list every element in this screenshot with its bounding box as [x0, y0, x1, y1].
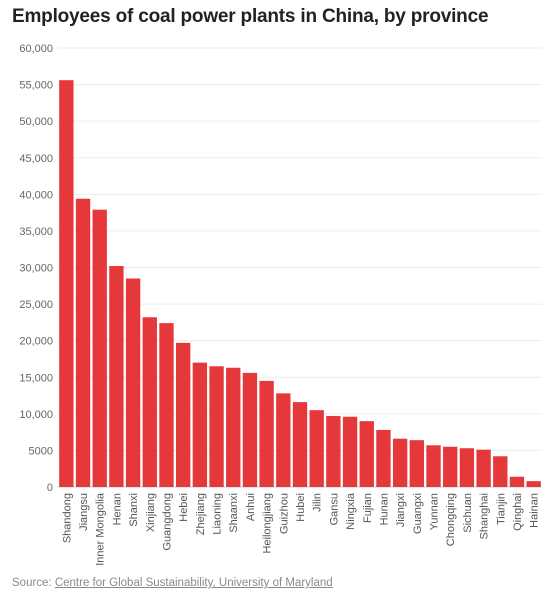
y-tick-label: 5000 — [29, 445, 53, 457]
bar-jiangsu[interactable] — [75, 198, 91, 487]
x-tick-label: Guizhou — [278, 493, 290, 534]
bar-hubei[interactable] — [292, 402, 308, 487]
x-tick-label: Guangdong — [161, 493, 173, 551]
x-tick-label: Hunan — [378, 493, 390, 525]
bar-yunnan[interactable] — [426, 445, 441, 487]
x-tick-label: Anhui — [245, 493, 257, 521]
bar-sichuan[interactable] — [459, 448, 475, 487]
x-tick-label: Hubei — [295, 493, 307, 522]
y-tick-label: 40,000 — [19, 189, 53, 201]
bar-fujian[interactable] — [359, 421, 374, 487]
x-tick-label: Yunnan — [429, 493, 441, 530]
bar-hebei[interactable] — [176, 342, 191, 487]
bar-hunan[interactable] — [376, 429, 391, 487]
x-tick-label: Shanghai — [479, 493, 491, 540]
x-tick-label: Ningxia — [345, 492, 357, 530]
x-tick-label: Chongqing — [445, 493, 457, 546]
source-link[interactable]: Centre for Global Sustainability, Univer… — [54, 577, 333, 589]
chart-title: Employees of coal power plants in China,… — [12, 6, 489, 27]
x-tick-label: Shandong — [61, 493, 73, 543]
x-tick-label: Liaoning — [212, 493, 224, 535]
x-tick-label: Fujian — [362, 493, 374, 523]
bar-jiangxi[interactable] — [392, 438, 408, 487]
source-prefix: Source: — [12, 577, 55, 589]
bar-inner-mongolia[interactable] — [92, 209, 107, 487]
x-tick-label: Inner Mongolia — [95, 492, 107, 566]
x-tick-label: Sichuan — [462, 493, 474, 533]
bar-anhui[interactable] — [242, 372, 258, 487]
x-tick-label: Gansu — [328, 493, 340, 525]
x-tick-label: Hainan — [529, 493, 541, 528]
y-tick-label: 45,000 — [19, 153, 53, 165]
y-tick-label: 30,000 — [19, 263, 53, 275]
x-tick-label: Guangxi — [412, 493, 424, 534]
bar-hainan[interactable] — [526, 481, 541, 487]
x-tick-label: Henan — [111, 493, 123, 525]
x-tick-label: Hebei — [178, 493, 190, 522]
bar-liaoning[interactable] — [209, 366, 224, 487]
bar-tianjin[interactable] — [493, 456, 508, 487]
bar-guizhou[interactable] — [276, 393, 291, 487]
bar-shanghai[interactable] — [476, 449, 491, 487]
bar-jilin[interactable] — [309, 410, 324, 487]
bar-guangxi[interactable] — [409, 440, 424, 487]
x-tick-label: Shaanxi — [228, 493, 240, 533]
x-tick-label: Qinghai — [512, 493, 524, 531]
bar-shandong[interactable] — [59, 80, 74, 487]
source-note: Source: Centre for Global Sustainability… — [12, 577, 333, 589]
y-tick-label: 20,000 — [19, 336, 53, 348]
x-tick-label: Zhejiang — [195, 493, 207, 535]
bar-henan[interactable] — [109, 266, 124, 487]
x-tick-label: Tianjin — [495, 493, 507, 525]
bar-zhejiang[interactable] — [192, 362, 208, 487]
y-tick-label: 35,000 — [19, 226, 53, 238]
y-tick-label: 60,000 — [19, 43, 53, 55]
bar-chongqing[interactable] — [443, 446, 458, 487]
bar-ningxia[interactable] — [342, 416, 358, 487]
x-tick-label: Jiangsu — [78, 493, 90, 531]
y-tick-label: 25,000 — [19, 299, 53, 311]
bar-heilongjiang[interactable] — [259, 380, 274, 487]
bar-xinjiang[interactable] — [142, 317, 157, 487]
bar-shanxi[interactable] — [125, 278, 141, 487]
bar-gansu[interactable] — [326, 416, 341, 487]
x-tick-label: Heilongjiang — [262, 493, 274, 554]
y-tick-label: 10,000 — [19, 409, 53, 421]
bar-qinghai[interactable] — [509, 476, 525, 487]
bar-shaanxi[interactable] — [226, 367, 241, 487]
x-tick-label: Shanxi — [128, 493, 140, 527]
y-tick-label: 15,000 — [19, 372, 53, 384]
y-tick-label: 55,000 — [19, 80, 53, 92]
x-tick-label: Xinjiang — [145, 493, 157, 532]
y-tick-label: 0 — [47, 482, 53, 494]
x-tick-label: Jilin — [312, 493, 324, 512]
bar-guangdong[interactable] — [159, 323, 174, 487]
x-tick-label: Jiangxi — [395, 493, 407, 527]
y-tick-label: 50,000 — [19, 116, 53, 128]
